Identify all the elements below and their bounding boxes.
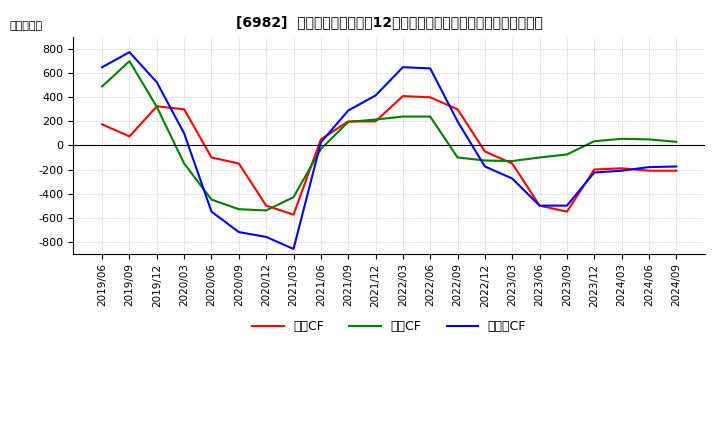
営業CF xyxy=(180,106,189,112)
投資CF xyxy=(262,208,271,213)
フリーCF xyxy=(289,246,298,252)
フリーCF xyxy=(590,170,598,175)
フリーCF xyxy=(153,80,161,85)
投資CF xyxy=(289,194,298,200)
投資CF xyxy=(235,207,243,212)
フリーCF xyxy=(207,209,216,214)
投資CF xyxy=(426,114,435,119)
営業CF xyxy=(125,134,134,139)
フリーCF xyxy=(508,176,516,181)
投資CF xyxy=(535,155,544,160)
営業CF xyxy=(317,137,325,142)
営業CF xyxy=(262,203,271,208)
投資CF xyxy=(372,117,380,122)
営業CF xyxy=(344,119,353,124)
Y-axis label: （百万円）: （百万円） xyxy=(9,21,42,31)
営業CF xyxy=(617,166,626,171)
Line: 投資CF: 投資CF xyxy=(102,61,676,210)
投資CF xyxy=(480,158,489,163)
フリーCF xyxy=(125,50,134,55)
投資CF xyxy=(180,161,189,166)
フリーCF xyxy=(372,93,380,98)
営業CF xyxy=(480,149,489,154)
投資CF xyxy=(672,139,680,144)
投資CF xyxy=(590,139,598,144)
投資CF xyxy=(98,84,107,89)
フリーCF xyxy=(262,234,271,239)
営業CF xyxy=(562,209,571,214)
Line: フリーCF: フリーCF xyxy=(102,52,676,249)
営業CF xyxy=(508,161,516,166)
投資CF xyxy=(153,104,161,110)
投資CF xyxy=(207,197,216,202)
フリーCF xyxy=(562,203,571,208)
フリーCF xyxy=(617,168,626,173)
営業CF xyxy=(235,161,243,166)
フリーCF xyxy=(426,66,435,71)
投資CF xyxy=(644,137,653,142)
Title: [6982]  キャッシュフローの12か月移動合計の対前年同期増減額の推移: [6982] キャッシュフローの12か月移動合計の対前年同期増減額の推移 xyxy=(235,15,543,29)
投資CF xyxy=(562,152,571,157)
フリーCF xyxy=(644,165,653,170)
投資CF xyxy=(617,136,626,141)
営業CF xyxy=(453,106,462,112)
Line: 営業CF: 営業CF xyxy=(102,96,676,215)
投資CF xyxy=(125,59,134,64)
フリーCF xyxy=(453,119,462,124)
営業CF xyxy=(535,203,544,208)
営業CF xyxy=(207,155,216,160)
フリーCF xyxy=(672,164,680,169)
投資CF xyxy=(453,155,462,160)
営業CF xyxy=(644,168,653,173)
営業CF xyxy=(399,93,408,99)
フリーCF xyxy=(180,131,189,136)
投資CF xyxy=(508,158,516,164)
営業CF xyxy=(289,212,298,217)
営業CF xyxy=(672,168,680,173)
営業CF xyxy=(98,122,107,127)
フリーCF xyxy=(344,108,353,113)
営業CF xyxy=(426,95,435,100)
フリーCF xyxy=(480,164,489,169)
投資CF xyxy=(399,114,408,119)
フリーCF xyxy=(535,203,544,208)
フリーCF xyxy=(235,229,243,235)
投資CF xyxy=(317,147,325,152)
フリーCF xyxy=(399,65,408,70)
営業CF xyxy=(153,104,161,109)
フリーCF xyxy=(317,140,325,145)
営業CF xyxy=(372,119,380,124)
投資CF xyxy=(344,119,353,125)
フリーCF xyxy=(98,65,107,70)
営業CF xyxy=(590,167,598,172)
Legend: 営業CF, 投資CF, フリーCF: 営業CF, 投資CF, フリーCF xyxy=(247,315,531,338)
